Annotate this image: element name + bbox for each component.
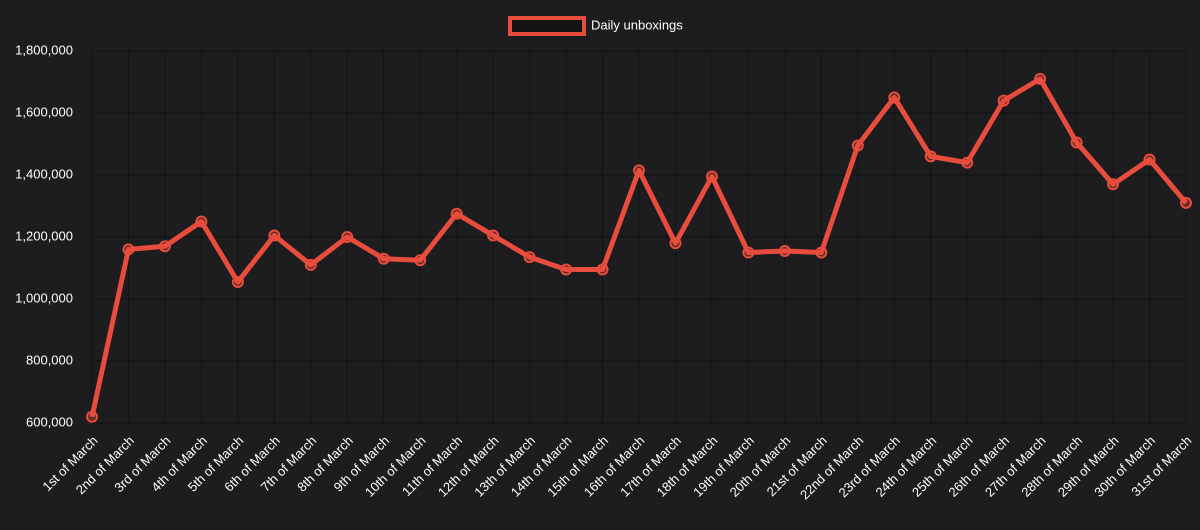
point bbox=[377, 252, 390, 265]
point bbox=[742, 246, 755, 259]
y-tick-label: 800,000 bbox=[26, 352, 73, 367]
line bbox=[89, 76, 1188, 418]
point bbox=[1143, 153, 1156, 166]
point bbox=[560, 263, 573, 276]
point bbox=[487, 229, 500, 242]
point bbox=[450, 207, 463, 220]
legend-swatch bbox=[508, 16, 586, 36]
y-tick-label: 600,000 bbox=[26, 414, 73, 429]
point bbox=[596, 263, 609, 276]
y-tick-label: 1,600,000 bbox=[15, 104, 73, 119]
point bbox=[341, 231, 354, 243]
point bbox=[1034, 72, 1047, 85]
point bbox=[523, 251, 536, 264]
point bbox=[1180, 196, 1192, 209]
point bbox=[304, 258, 317, 271]
point bbox=[815, 246, 828, 259]
point bbox=[924, 150, 937, 163]
point bbox=[888, 91, 901, 104]
y-tick-label: 1,200,000 bbox=[15, 228, 73, 243]
y-tick-label: 1,000,000 bbox=[15, 290, 73, 305]
point bbox=[669, 237, 682, 250]
point bbox=[1107, 178, 1120, 191]
legend-label: Daily unboxings bbox=[591, 17, 683, 32]
y-tick-label: 1,800,000 bbox=[15, 42, 73, 57]
y-tick-label: 1,400,000 bbox=[15, 166, 73, 181]
point bbox=[778, 244, 791, 257]
point bbox=[705, 170, 718, 183]
x-tick-label: 22nd of March bbox=[797, 433, 866, 502]
point bbox=[633, 164, 645, 177]
point bbox=[268, 229, 281, 242]
point bbox=[86, 410, 98, 423]
point bbox=[231, 275, 244, 288]
point bbox=[122, 243, 135, 256]
point bbox=[961, 156, 974, 169]
point bbox=[851, 139, 864, 152]
point bbox=[997, 94, 1010, 107]
point bbox=[414, 254, 427, 267]
point bbox=[1070, 136, 1083, 149]
point bbox=[195, 215, 208, 228]
point bbox=[158, 240, 171, 253]
